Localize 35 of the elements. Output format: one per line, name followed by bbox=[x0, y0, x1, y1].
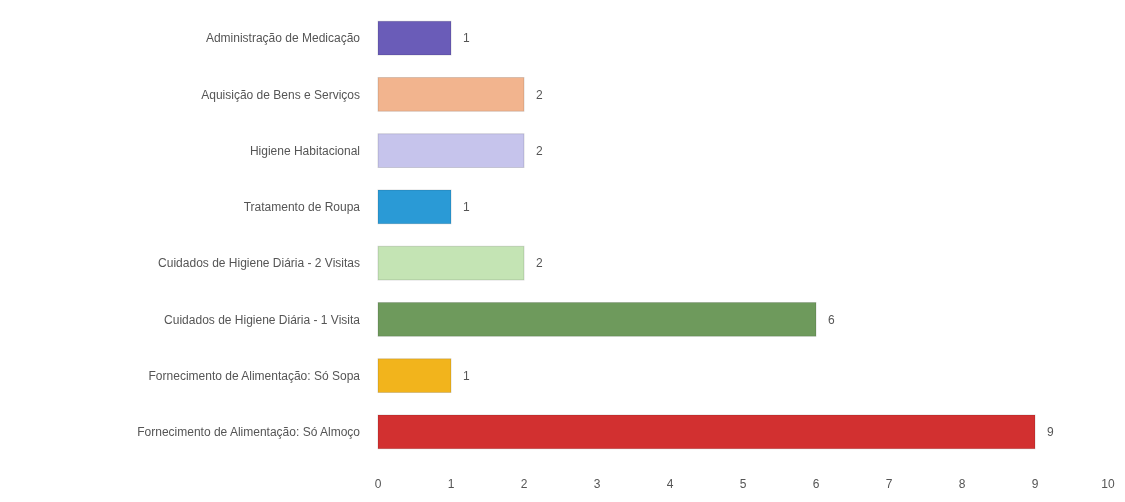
bar bbox=[377, 20, 452, 56]
x-tick-label: 7 bbox=[885, 477, 893, 491]
bar bbox=[377, 302, 817, 337]
x-tick-label: 3 bbox=[593, 477, 601, 491]
data-label: 1 bbox=[463, 200, 470, 215]
bar bbox=[377, 245, 525, 281]
x-tick-label: 2 bbox=[520, 477, 528, 491]
data-label: 6 bbox=[828, 312, 835, 327]
data-label: 2 bbox=[536, 87, 543, 102]
data-label: 9 bbox=[1047, 425, 1054, 440]
y-tick-label: Administração de Medicação bbox=[205, 31, 361, 46]
bar bbox=[377, 414, 1036, 450]
data-label: 2 bbox=[536, 256, 543, 271]
bar bbox=[377, 189, 452, 225]
y-tick-label: Tratamento de Roupa bbox=[243, 200, 361, 215]
x-tick-label: 5 bbox=[739, 477, 747, 491]
y-tick-label: Aquisição de Bens e Serviços bbox=[201, 87, 360, 102]
y-tick-label: Fornecimento de Alimentação: Só Almoço bbox=[137, 425, 361, 440]
x-tick-label: 6 bbox=[812, 477, 820, 491]
y-tick-label: Cuidados de Higiene Diária - 2 Visitas bbox=[158, 256, 360, 271]
x-tick-label: 1 bbox=[447, 477, 455, 491]
bar bbox=[377, 133, 525, 168]
data-label: 1 bbox=[463, 368, 470, 383]
x-tick-label: 9 bbox=[1031, 477, 1039, 491]
data-label: 1 bbox=[463, 31, 470, 46]
x-tick-label: 0 bbox=[374, 477, 382, 491]
y-tick-label: Fornecimento de Alimentação: Só Sopa bbox=[148, 368, 361, 383]
x-tick-label: 8 bbox=[958, 477, 966, 491]
y-tick-label: Higiene Habitacional bbox=[249, 143, 360, 158]
x-tick-label: 10 bbox=[1101, 477, 1115, 491]
data-label: 2 bbox=[536, 143, 543, 158]
bar bbox=[377, 358, 452, 393]
y-tick-label: Cuidados de Higiene Diária - 1 Visita bbox=[164, 312, 361, 327]
bar bbox=[377, 77, 525, 112]
x-tick-label: 4 bbox=[666, 477, 674, 491]
